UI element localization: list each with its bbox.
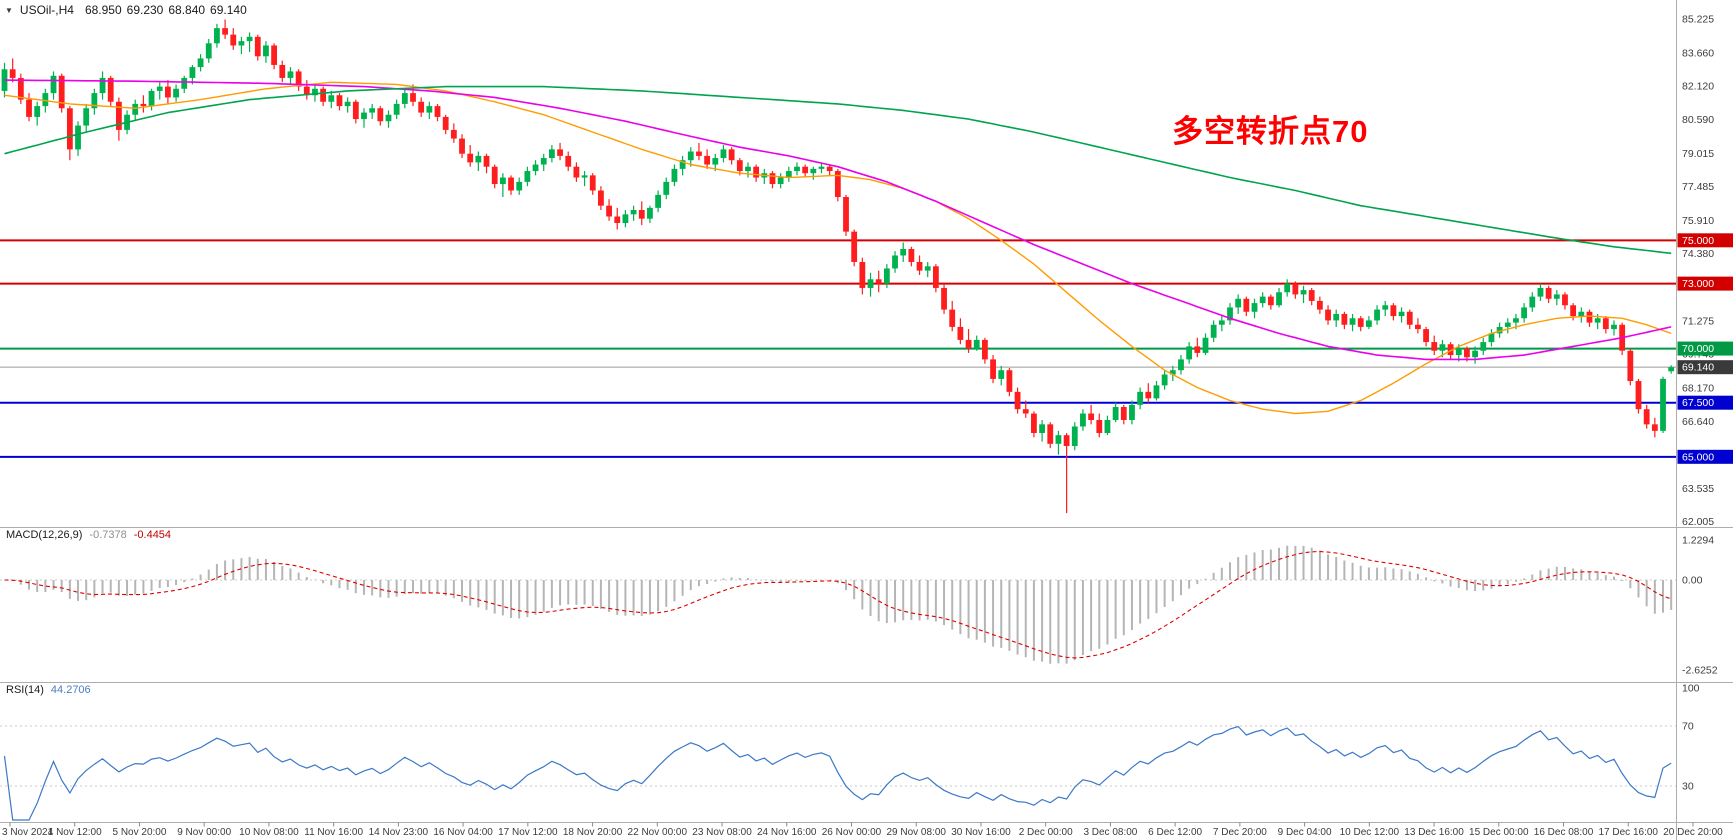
svg-text:100: 100 <box>1682 683 1700 695</box>
svg-text:22 Nov 00:00: 22 Nov 00:00 <box>628 827 688 838</box>
svg-text:3 Nov 2021: 3 Nov 2021 <box>2 827 54 838</box>
svg-text:11 Nov 16:00: 11 Nov 16:00 <box>304 827 363 838</box>
collapse-panel-icon[interactable]: ▼ <box>5 5 13 15</box>
svg-text:0.00: 0.00 <box>1682 575 1703 587</box>
macd-panel-layer <box>0 545 1676 664</box>
svg-text:7 Dec 20:00: 7 Dec 20:00 <box>1213 827 1267 838</box>
svg-text:14 Nov 23:00: 14 Nov 23:00 <box>369 827 429 838</box>
svg-text:13 Dec 16:00: 13 Dec 16:00 <box>1404 827 1464 838</box>
candles-layer <box>1 19 1675 514</box>
svg-text:83.660: 83.660 <box>1682 47 1714 59</box>
svg-text:16 Nov 04:00: 16 Nov 04:00 <box>433 827 493 838</box>
svg-text:70: 70 <box>1682 721 1694 733</box>
ohlc-low: 68.840 <box>168 3 206 17</box>
svg-text:17 Nov 12:00: 17 Nov 12:00 <box>498 827 558 838</box>
moving-averages-layer <box>4 79 1672 415</box>
macd-indicator-label: MACD(12,26,9) -0.7378 -0.4454 <box>6 529 171 541</box>
svg-text:2 Dec 00:00: 2 Dec 00:00 <box>1019 827 1073 838</box>
svg-text:17 Dec 16:00: 17 Dec 16:00 <box>1599 827 1659 838</box>
symbol-timeframe-label: USOil-,H4 <box>19 3 74 17</box>
macd-signal-value: -0.4454 <box>133 529 172 541</box>
chart-annotation-text: 多空转折点70 <box>1172 114 1369 149</box>
svg-text:16 Dec 08:00: 16 Dec 08:00 <box>1534 827 1594 838</box>
chart-header: ▼ USOil-,H4 68.950 69.230 68.840 69.140 <box>5 3 247 17</box>
svg-text:85.225: 85.225 <box>1682 13 1714 25</box>
macd-name: MACD(12,26,9) <box>6 529 83 541</box>
svg-text:68.170: 68.170 <box>1682 383 1714 395</box>
svg-text:66.640: 66.640 <box>1682 416 1714 428</box>
ohlc-close: 69.140 <box>210 3 247 17</box>
svg-text:62.005: 62.005 <box>1682 516 1714 528</box>
svg-text:3 Dec 08:00: 3 Dec 08:00 <box>1083 827 1137 838</box>
rsi-value: 44.2706 <box>50 684 91 696</box>
svg-text:5 Nov 20:00: 5 Nov 20:00 <box>112 827 166 838</box>
svg-text:4 Nov 12:00: 4 Nov 12:00 <box>48 827 102 838</box>
svg-text:10 Dec 12:00: 10 Dec 12:00 <box>1340 827 1400 838</box>
svg-text:71.275: 71.275 <box>1682 315 1714 327</box>
svg-text:24 Nov 16:00: 24 Nov 16:00 <box>757 827 817 838</box>
svg-text:26 Nov 00:00: 26 Nov 00:00 <box>822 827 882 838</box>
ohlc-high: 69.230 <box>126 3 164 17</box>
svg-text:79.015: 79.015 <box>1682 148 1714 160</box>
svg-text:10 Nov 08:00: 10 Nov 08:00 <box>239 827 299 838</box>
svg-text:29 Nov 08:00: 29 Nov 08:00 <box>886 827 946 838</box>
svg-text:65.000: 65.000 <box>1682 451 1714 463</box>
svg-text:-2.6252: -2.6252 <box>1682 664 1718 676</box>
svg-text:69.140: 69.140 <box>1682 362 1714 374</box>
svg-text:73.000: 73.000 <box>1682 278 1714 290</box>
ohlc-open: 68.950 <box>84 3 122 17</box>
svg-text:30 Nov 16:00: 30 Nov 16:00 <box>951 827 1011 838</box>
rsi-name: RSI(14) <box>6 684 44 696</box>
svg-text:67.500: 67.500 <box>1682 397 1714 409</box>
rsi-panel-layer <box>0 725 1676 821</box>
svg-text:20 Dec 20:00: 20 Dec 20:00 <box>1663 827 1723 838</box>
svg-text:9 Dec 04:00: 9 Dec 04:00 <box>1278 827 1332 838</box>
rsi-indicator-label: RSI(14) 44.2706 <box>6 684 91 696</box>
svg-text:15 Dec 00:00: 15 Dec 00:00 <box>1469 827 1529 838</box>
svg-text:1.2294: 1.2294 <box>1682 535 1714 547</box>
svg-text:63.535: 63.535 <box>1682 483 1714 495</box>
macd-main-value: -0.7378 <box>89 529 127 541</box>
svg-text:18 Nov 20:00: 18 Nov 20:00 <box>563 827 623 838</box>
svg-text:74.380: 74.380 <box>1682 248 1714 260</box>
svg-text:75.000: 75.000 <box>1682 235 1714 247</box>
svg-text:75.910: 75.910 <box>1682 215 1714 227</box>
svg-text:9 Nov 00:00: 9 Nov 00:00 <box>177 827 231 838</box>
level-lines-layer[interactable] <box>0 239 1676 458</box>
svg-text:80.590: 80.590 <box>1682 114 1714 126</box>
svg-text:82.120: 82.120 <box>1682 81 1714 93</box>
svg-text:30: 30 <box>1682 781 1694 793</box>
svg-text:23 Nov 08:00: 23 Nov 08:00 <box>692 827 752 838</box>
svg-text:77.485: 77.485 <box>1682 181 1714 193</box>
svg-text:70.000: 70.000 <box>1682 343 1714 355</box>
price-axis[interactable]: 85.225 83.660 82.120 80.590 79.015 77.485 75.9… <box>1677 13 1733 793</box>
svg-text:6 Dec 12:00: 6 Dec 12:00 <box>1148 827 1202 838</box>
